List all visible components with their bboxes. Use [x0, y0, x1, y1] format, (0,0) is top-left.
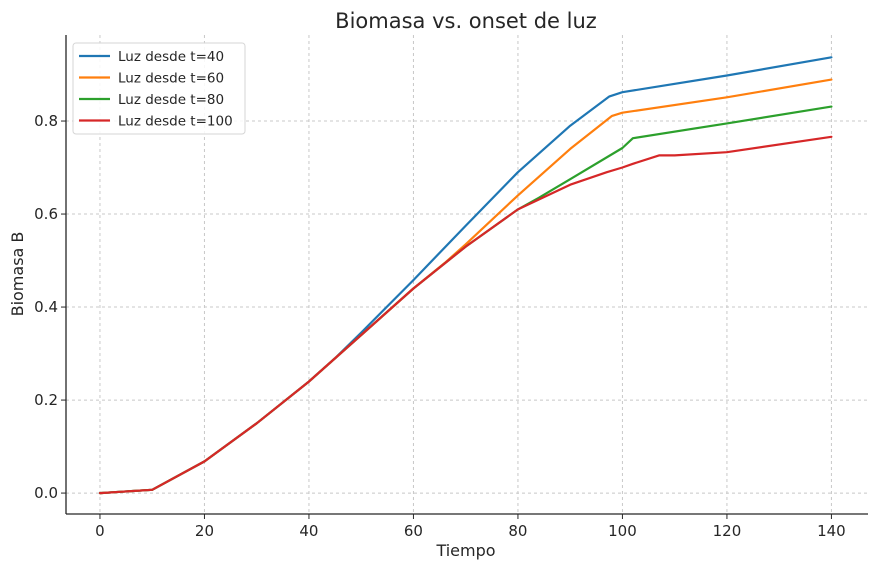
x-ticks: 0 20 40 60 80 100 120 140 [95, 514, 846, 540]
y-tick-label: 0.0 [34, 484, 58, 502]
x-tick-label: 20 [195, 522, 214, 540]
legend-box [72, 42, 246, 135]
legend-label: Luz desde t=60 [118, 71, 224, 87]
axes [65, 35, 868, 515]
chart-title: Biomasa vs. onset de luz [335, 9, 597, 33]
x-axis-label: Tiempo [435, 541, 495, 560]
y-ticks: 0.0 0.2 0.4 0.6 0.8 [34, 112, 66, 502]
legend-label: Luz desde t=80 [118, 92, 224, 108]
x-tick-label: 60 [404, 522, 423, 540]
x-tick-label: 100 [608, 522, 637, 540]
legend-item: Luz desde t=100 [79, 114, 233, 130]
series-line-4 [98, 135, 833, 495]
x-tick-label: 140 [817, 522, 846, 540]
y-tick-label: 0.8 [34, 112, 58, 130]
x-tick-label: 120 [713, 522, 742, 540]
x-tick-label: 0 [95, 522, 105, 540]
y-tick-label: 0.2 [34, 391, 58, 409]
y-axis-label: Biomasa B [8, 232, 27, 317]
legend-label: Luz desde t=40 [118, 49, 224, 65]
series-lines [98, 56, 833, 495]
legend: Luz desde t=40 Luz desde t=60 Luz desde t=… [72, 42, 246, 135]
y-tick-label: 0.4 [34, 298, 58, 316]
legend-label: Luz desde t=100 [118, 114, 233, 130]
legend-item: Luz desde t=60 [79, 71, 224, 87]
y-tick-label: 0.6 [34, 205, 58, 223]
x-tick-label: 40 [299, 522, 318, 540]
legend-item: Luz desde t=80 [79, 92, 224, 108]
x-tick-label: 80 [508, 522, 527, 540]
legend-item: Luz desde t=40 [79, 49, 224, 65]
